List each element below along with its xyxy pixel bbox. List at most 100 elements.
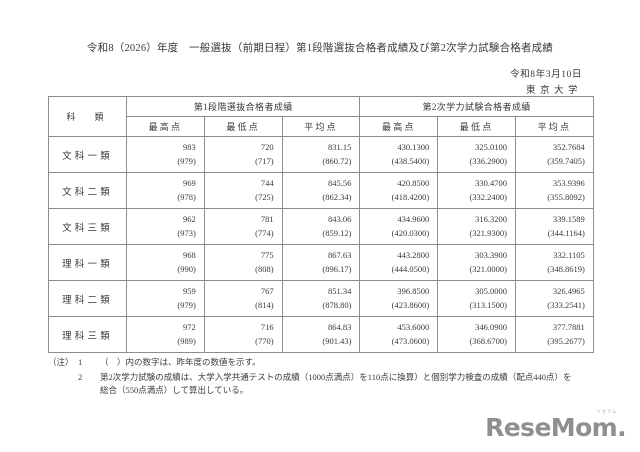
table-row: 文科一類 983 (979) 720 (717) 831.15 (860.72)… (48, 136, 594, 173)
value-current: 330.4700 (475, 178, 507, 189)
value-current: 969 (183, 178, 196, 189)
value-previous: (333.2541) (547, 299, 585, 310)
value-current: 867.63 (328, 250, 352, 261)
cell-stage1-min: 767 (814) (203, 280, 283, 317)
value-current: 845.56 (328, 178, 352, 189)
cell-stage2-min: 303.3900 (321.0000) (437, 244, 516, 281)
cell-stage1-min: 781 (774) (203, 208, 283, 245)
footnote-item: （注） 1 （ ）内の数字は、昨年度の数値を示す。 (48, 356, 593, 368)
value-previous: (878.80) (322, 299, 352, 310)
value-previous: (321.0000) (469, 263, 507, 274)
cell-stage1-max: 972 (989) (126, 316, 205, 353)
table-header-sub-row: 最高点 最低点 平均点 最高点 最低点 平均点 (49, 116, 594, 137)
cell-stage2-max: 434.9600 (420.0300) (359, 208, 439, 245)
value-previous: (725) (255, 191, 274, 202)
value-previous: (860.72) (322, 155, 352, 166)
value-current: 352.7684 (552, 142, 585, 153)
table-row: 文科三類 962 (973) 781 (774) 843.06 (859.12)… (48, 208, 594, 245)
cell-stage1-avg: 864.83 (901.43) (281, 316, 361, 353)
group-header-stage2: 第2次学力試験合格者成績 (359, 96, 594, 117)
cell-stage1-min: 775 (808) (203, 244, 283, 281)
cell-stage2-max: 420.8500 (418.4200) (359, 172, 439, 209)
value-current: 326.4965 (552, 286, 585, 297)
value-current: 851.34 (328, 286, 352, 297)
value-previous: (321.9300) (469, 227, 507, 238)
cell-stage2-max: 453.6000 (473.0600) (359, 316, 439, 353)
cell-stage1-avg: 843.06 (859.12) (281, 208, 361, 245)
cell-stage2-min: 330.4700 (332.2400) (437, 172, 516, 209)
value-previous: (368.6700) (469, 335, 507, 346)
page-title: 令和8（2026）年度 一般選抜（前期日程）第1段階選抜合格者成績及び第2次学力… (86, 43, 554, 54)
footnote-text-line2: 総合（550点満点）して算出している。 (100, 384, 249, 395)
value-previous: (418.4200) (391, 191, 430, 202)
value-previous: (770) (255, 335, 274, 346)
value-current: 443.2800 (397, 250, 430, 261)
value-current: 339.1589 (552, 214, 585, 225)
cell-stage2-min: 305.0000 (313.1500) (437, 280, 516, 317)
value-previous: (336.2900) (469, 155, 507, 166)
cell-stage1-max: 959 (979) (126, 280, 205, 317)
issuer-name: 東京大学 (525, 86, 582, 96)
value-previous: (896.17) (322, 263, 352, 274)
cell-stage1-avg: 851.34 (878.80) (281, 280, 361, 317)
cell-stage1-max: 968 (990) (126, 244, 205, 281)
footnotes: （注） 1 （ ）内の数字は、昨年度の数値を示す。 2 第2次学力試験の成績は、… (48, 356, 593, 396)
value-previous: (808) (255, 263, 274, 274)
value-current: 353.9396 (552, 178, 585, 189)
cell-stage2-avg: 339.1589 (344.1164) (515, 208, 594, 245)
value-previous: (978) (177, 191, 196, 202)
cell-stage2-max: 443.2800 (444.0500) (359, 244, 439, 281)
value-previous: (355.8092) (547, 191, 585, 202)
value-current: 420.8500 (397, 178, 430, 189)
value-current: 959 (183, 286, 196, 297)
table-row: 文科二類 969 (978) 744 (725) 845.56 (862.34)… (48, 172, 594, 209)
value-current: 972 (183, 322, 196, 333)
value-previous: (313.1500) (469, 299, 507, 310)
cell-stage2-min: 325.0100 (336.2900) (437, 136, 516, 173)
value-previous: (973) (177, 227, 196, 238)
row-label: 理科一類 (48, 244, 127, 281)
value-previous: (717) (255, 155, 274, 166)
cell-stage2-max: 396.8500 (423.8600) (359, 280, 439, 317)
value-previous: (444.0500) (391, 263, 430, 274)
value-current: 968 (183, 250, 196, 261)
column-header-stage2-min: 最低点 (437, 116, 516, 137)
value-current: 831.15 (328, 142, 352, 153)
table-row: 理科二類 959 (979) 767 (814) 851.34 (878.80)… (48, 280, 594, 317)
value-previous: (423.8600) (391, 299, 430, 310)
value-previous: (990) (177, 263, 196, 274)
column-header-stage1-avg: 平均点 (281, 116, 361, 137)
footnote-tag: （注） (48, 357, 74, 367)
value-current: 325.0100 (475, 142, 507, 153)
value-current: 453.6000 (397, 322, 430, 333)
value-previous: (359.7405) (547, 155, 585, 166)
cell-stage2-avg: 353.9396 (355.8092) (515, 172, 594, 209)
cell-stage2-avg: 332.1105 (348.8619) (515, 244, 594, 281)
cell-stage2-avg: 377.7881 (395.2677) (515, 316, 594, 353)
value-previous: (420.0300) (391, 227, 430, 238)
value-previous: (473.0600) (391, 335, 430, 346)
value-current: 332.1105 (553, 250, 585, 261)
value-current: 434.9600 (397, 214, 430, 225)
cell-stage1-max: 962 (973) (126, 208, 205, 245)
cell-stage2-avg: 352.7684 (359.7405) (515, 136, 594, 173)
value-previous: (395.2677) (547, 335, 585, 346)
cell-stage2-min: 346.0900 (368.6700) (437, 316, 516, 353)
exam-score-table: 科 類 第1段階選抜合格者成績 第2次学力試験合格者成績 最高点 最低点 平均点… (48, 96, 594, 353)
value-current: 303.3900 (475, 250, 507, 261)
value-current: 316.3200 (475, 214, 507, 225)
value-current: 983 (183, 142, 196, 153)
value-current: 396.8500 (397, 286, 430, 297)
footnote-text-line1: 第2次学力試験の成績は、大学入学共通テストの成績（1000点満点）を110点に換… (100, 372, 572, 383)
column-header-stage2-avg: 平均点 (515, 116, 594, 137)
column-header-stage1-min: 最低点 (203, 116, 283, 137)
value-current: 781 (260, 214, 274, 225)
logo-kana-text: リセマム (596, 408, 617, 414)
row-label: 理科二類 (48, 280, 127, 317)
value-previous: (774) (255, 227, 274, 238)
value-current: 377.7881 (552, 322, 585, 333)
cell-stage2-min: 316.3200 (321.9300) (437, 208, 516, 245)
value-previous: (332.2400) (469, 191, 507, 202)
footnote-text: 第2次学力試験の成績は、大学入学共通テストの成績（1000点満点）を110点に換… (100, 371, 593, 396)
